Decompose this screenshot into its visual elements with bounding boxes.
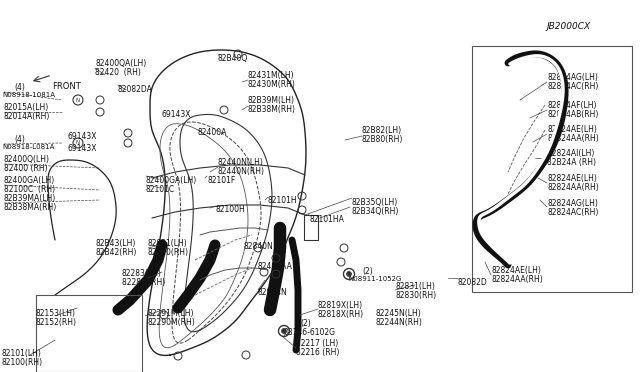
Text: 82440N(RH): 82440N(RH) (218, 167, 265, 176)
Text: 82400GA(LH): 82400GA(LH) (146, 176, 197, 185)
Text: 82824AF(LH): 82824AF(LH) (547, 101, 596, 110)
Text: 82100H: 82100H (216, 205, 246, 214)
Text: 82430M(RH): 82430M(RH) (248, 80, 296, 89)
Text: 82840N: 82840N (244, 242, 274, 251)
Text: JB2000CX: JB2000CX (546, 22, 590, 31)
Text: 82082D: 82082D (457, 278, 487, 287)
Text: 82B38MA(RH): 82B38MA(RH) (4, 203, 57, 212)
Text: 82400AA: 82400AA (258, 262, 293, 271)
Bar (472, 46, 632, 292)
Text: 82152(RH): 82152(RH) (36, 318, 77, 327)
Text: FRONT: FRONT (52, 82, 81, 91)
Text: 82831(LH): 82831(LH) (395, 282, 435, 291)
Text: 82400QA(LH): 82400QA(LH) (95, 59, 147, 68)
Text: 82824AE(LH): 82824AE(LH) (547, 174, 597, 183)
Text: (2): (2) (362, 267, 372, 276)
Text: 82B35Q(LH): 82B35Q(LH) (352, 198, 398, 207)
Text: 82821(LH): 82821(LH) (148, 239, 188, 248)
Text: 82101H: 82101H (268, 196, 298, 205)
Text: N08918-L081A: N08918-L081A (2, 144, 54, 150)
Text: 69143X: 69143X (162, 110, 191, 119)
Text: 82082DA: 82082DA (118, 85, 153, 94)
Text: (2): (2) (300, 319, 311, 328)
Text: 82101HA: 82101HA (310, 215, 345, 224)
Text: 82282 (RH): 82282 (RH) (122, 278, 165, 287)
Text: 82B80(RH): 82B80(RH) (362, 135, 403, 144)
Text: 82216 (RH): 82216 (RH) (296, 348, 339, 357)
Circle shape (346, 272, 351, 276)
Text: 82217 (LH): 82217 (LH) (296, 339, 339, 348)
Text: 82824AE(LH): 82824AE(LH) (547, 125, 597, 134)
Text: 82824AE(LH): 82824AE(LH) (491, 266, 541, 275)
Text: 82101(LH): 82101(LH) (2, 349, 42, 358)
Text: N: N (76, 141, 80, 145)
Text: 82B24A (RH): 82B24A (RH) (547, 158, 596, 167)
Text: 82820(RH): 82820(RH) (148, 248, 189, 257)
Text: 82014A(RH): 82014A(RH) (4, 112, 51, 121)
Text: N08911-1052G: N08911-1052G (348, 276, 401, 282)
Text: 82291M(LH): 82291M(LH) (148, 309, 195, 318)
Text: 82440N(LH): 82440N(LH) (218, 158, 264, 167)
Text: 82B42(RH): 82B42(RH) (96, 248, 138, 257)
Text: 82830(RH): 82830(RH) (395, 291, 436, 300)
Text: 82244N(RH): 82244N(RH) (375, 318, 422, 327)
Text: 82824AA(RH): 82824AA(RH) (547, 134, 599, 143)
Text: 82431M(LH): 82431M(LH) (248, 71, 294, 80)
Text: 82153(LH): 82153(LH) (36, 309, 76, 318)
Text: 82015A(LH): 82015A(LH) (4, 103, 49, 112)
Text: 82245N(LH): 82245N(LH) (375, 309, 420, 318)
Text: 82400GA(LH): 82400GA(LH) (4, 176, 55, 185)
Text: 82290M(RH): 82290M(RH) (148, 318, 196, 327)
Text: 82101F: 82101F (207, 176, 236, 185)
Text: 82B43(LH): 82B43(LH) (96, 239, 136, 248)
Text: 82400Q(LH): 82400Q(LH) (4, 155, 50, 164)
Text: 82400A: 82400A (198, 128, 227, 137)
Text: 82819X(LH): 82819X(LH) (318, 301, 363, 310)
Text: 82B40Q: 82B40Q (218, 54, 248, 63)
Text: 82100(RH): 82100(RH) (2, 358, 43, 367)
Text: (4): (4) (14, 83, 25, 92)
Text: 82101C: 82101C (146, 185, 175, 194)
Text: 82824AI(LH): 82824AI(LH) (547, 149, 595, 158)
Text: 82B39MA(LH): 82B39MA(LH) (4, 194, 56, 203)
Text: 69143X: 69143X (68, 144, 97, 153)
Text: 82420  (RH): 82420 (RH) (95, 68, 141, 77)
Text: 82824AA(RH): 82824AA(RH) (491, 275, 543, 284)
Text: 08146-6102G: 08146-6102G (283, 328, 335, 337)
Text: 82824AG(LH): 82824AG(LH) (547, 199, 598, 208)
Text: 69143X: 69143X (68, 132, 97, 141)
Text: 82B34Q(RH): 82B34Q(RH) (352, 207, 399, 216)
Text: 82824AB(RH): 82824AB(RH) (547, 110, 598, 119)
Text: 82824AA(RH): 82824AA(RH) (547, 183, 599, 192)
Bar (36, 295, 142, 372)
Text: (4): (4) (14, 135, 25, 144)
Text: N: N (76, 97, 80, 103)
Text: 82824AC(RH): 82824AC(RH) (547, 82, 598, 91)
Text: 82283(LH): 82283(LH) (122, 269, 162, 278)
Text: 82100C  (RH): 82100C (RH) (4, 185, 55, 194)
Text: 82818X(RH): 82818X(RH) (318, 310, 364, 319)
Text: 82B39M(LH): 82B39M(LH) (248, 96, 295, 105)
Text: N08918-1081A: N08918-1081A (2, 92, 55, 98)
Text: 82B38M(RH): 82B38M(RH) (248, 105, 296, 114)
Text: 82400 (RH): 82400 (RH) (4, 164, 47, 173)
Text: 82874N: 82874N (258, 288, 288, 297)
Text: 82824AC(RH): 82824AC(RH) (547, 208, 598, 217)
Text: 82B82(LH): 82B82(LH) (362, 126, 402, 135)
Text: 82824AG(LH): 82824AG(LH) (547, 73, 598, 82)
Circle shape (282, 328, 287, 334)
